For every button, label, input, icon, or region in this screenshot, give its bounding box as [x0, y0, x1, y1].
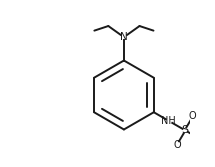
Text: O: O: [174, 140, 181, 150]
Text: NH: NH: [161, 116, 176, 126]
Text: N: N: [120, 32, 128, 42]
Text: O: O: [189, 111, 196, 121]
Text: S: S: [181, 125, 189, 135]
